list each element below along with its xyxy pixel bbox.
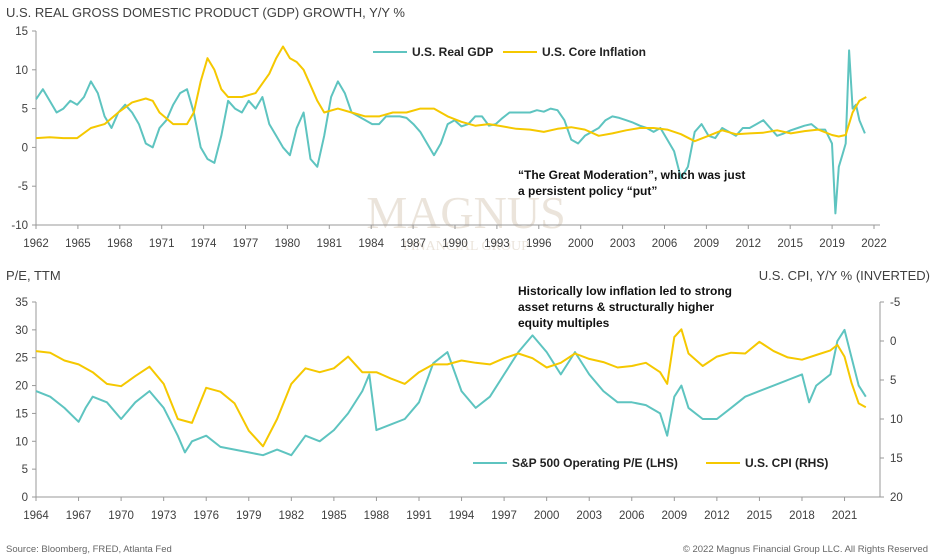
top-y-tick-label: 5 (22, 104, 28, 116)
top-chart-title: U.S. REAL GROSS DOMESTIC PRODUCT (GDP) G… (6, 5, 405, 20)
top-y-tick-label: 0 (22, 142, 28, 154)
bottom-annotation: Historically low inflation led to strong… (518, 284, 732, 330)
top-y-tick-label: -10 (11, 220, 28, 232)
top-x-tick-label: 1993 (484, 238, 510, 250)
top-x-tick-label: 1996 (526, 238, 552, 250)
bottom-left-y-tick-label: 15 (15, 408, 28, 420)
bottom-left-y-tick-label: 5 (22, 464, 28, 476)
bottom-x-tick-label: 1985 (321, 510, 347, 522)
bottom-right-y-tick-label: 5 (890, 375, 896, 387)
bottom-x-tick-label: 1997 (491, 510, 517, 522)
top-y-tick-label: -5 (18, 181, 28, 193)
top-x-tick-label: 1981 (317, 238, 343, 250)
top-x-tick-label: 1965 (65, 238, 91, 250)
top-annotation: “The Great Moderation”, which was just a… (518, 168, 745, 198)
series-line-core-inflation (35, 45, 867, 143)
bottom-x-tick-label: 1988 (364, 510, 390, 522)
bottom-chart-title-right: U.S. CPI, Y/Y % (INVERTED) (759, 268, 930, 283)
bottom-left-y-tick-label: 10 (15, 436, 28, 448)
bottom-x-tick-label: 2000 (534, 510, 560, 522)
source-note: Source: Bloomberg, FRED, Atlanta Fed (6, 544, 172, 555)
top-x-tick-label: 1980 (275, 238, 301, 250)
bottom-legend: S&P 500 Operating P/E (LHS) U.S. CPI (RH… (473, 456, 828, 470)
bottom-right-y-tick-label: 0 (890, 336, 896, 348)
bottom-x-tick-label: 1967 (66, 510, 92, 522)
top-y-tick-label: 15 (15, 26, 28, 38)
top-x-tick-label: 1974 (191, 238, 217, 250)
top-legend: U.S. Real GDP U.S. Core Inflation (373, 45, 646, 59)
top-y-tick-label: 10 (15, 65, 28, 77)
bottom-right-y-tick-label: 10 (890, 414, 903, 426)
top-x-tick-label: 1987 (400, 238, 426, 250)
top-x-tick-label: 2012 (736, 238, 762, 250)
bottom-left-y-tick-label: 20 (15, 381, 28, 393)
legend-label-cpi: U.S. CPI (RHS) (745, 456, 828, 470)
bottom-x-tick-label: 1976 (193, 510, 219, 522)
bottom-x-tick-label: 1964 (23, 510, 49, 522)
bottom-x-tick-label: 1982 (279, 510, 305, 522)
top-x-tick-label: 1990 (442, 238, 468, 250)
bottom-x-tick-label: 1991 (406, 510, 432, 522)
bottom-right-y-tick-label: -5 (890, 297, 900, 309)
legend-label-pe: S&P 500 Operating P/E (LHS) (512, 456, 678, 470)
series-line-real-gdp (35, 49, 866, 215)
bottom-x-tick-label: 1994 (449, 510, 475, 522)
bottom-x-tick-label: 2009 (662, 510, 688, 522)
top-x-tick-label: 2022 (861, 238, 887, 250)
watermark-logo: MAGNUS FINANCIAL GROUP (366, 187, 565, 254)
top-x-tick-label: 2015 (777, 238, 803, 250)
top-x-tick-label: 2019 (819, 238, 845, 250)
bottom-right-y-tick-label: 20 (890, 492, 903, 504)
top-x-tick-label: 1971 (149, 238, 175, 250)
bottom-x-tick-label: 2012 (704, 510, 730, 522)
series-line-pe (35, 328, 867, 457)
top-x-tick-label: 1984 (358, 238, 384, 250)
top-x-tick-label: 2003 (610, 238, 636, 250)
top-x-tick-label: 1962 (23, 238, 49, 250)
legend-label-core-inflation: U.S. Core Inflation (542, 45, 646, 59)
copyright-note: © 2022 Magnus Financial Group LLC. All R… (683, 544, 928, 555)
watermark-name: MAGNUS (366, 187, 565, 238)
bottom-x-tick-label: 1970 (108, 510, 134, 522)
legend-label-real-gdp: U.S. Real GDP (412, 45, 493, 59)
bottom-annotation-line-3: equity multiples (518, 316, 610, 330)
bottom-left-y-tick-label: 25 (15, 353, 28, 365)
bottom-chart-series (35, 328, 867, 457)
series-line-cpi (35, 328, 867, 448)
bottom-x-tick-label: 2015 (747, 510, 773, 522)
bottom-x-tick-label: 2006 (619, 510, 645, 522)
bottom-annotation-line-1: Historically low inflation led to strong (518, 284, 732, 298)
top-chart-axes: 15 10 5 0 -5 -10 1962 1965 1968 1971 1974 1977 1980 1… (11, 26, 886, 250)
bottom-annotation-line-2: asset returns & structurally higher (518, 300, 714, 314)
bottom-x-tick-label: 2003 (576, 510, 602, 522)
bottom-x-tick-label: 2021 (832, 510, 858, 522)
bottom-chart-title-left: P/E, TTM (6, 268, 61, 283)
watermark-sub: FINANCIAL GROUP (403, 239, 529, 254)
top-x-tick-label: 1968 (107, 238, 133, 250)
bottom-x-tick-label: 1973 (151, 510, 177, 522)
top-x-tick-label: 2006 (652, 238, 678, 250)
bottom-x-tick-label: 1979 (236, 510, 262, 522)
top-annotation-line-2: a persistent policy “put” (518, 184, 657, 198)
bottom-left-y-tick-label: 0 (22, 492, 28, 504)
bottom-right-y-tick-label: 15 (890, 453, 903, 465)
bottom-left-y-tick-label: 35 (15, 297, 28, 309)
top-annotation-line-1: “The Great Moderation”, which was just (518, 168, 745, 182)
top-x-tick-label: 2000 (568, 238, 594, 250)
bottom-x-tick-label: 2018 (789, 510, 815, 522)
top-x-tick-label: 2009 (694, 238, 720, 250)
top-chart-series (35, 45, 867, 215)
top-x-tick-label: 1977 (233, 238, 259, 250)
bottom-left-y-tick-label: 30 (15, 325, 28, 337)
